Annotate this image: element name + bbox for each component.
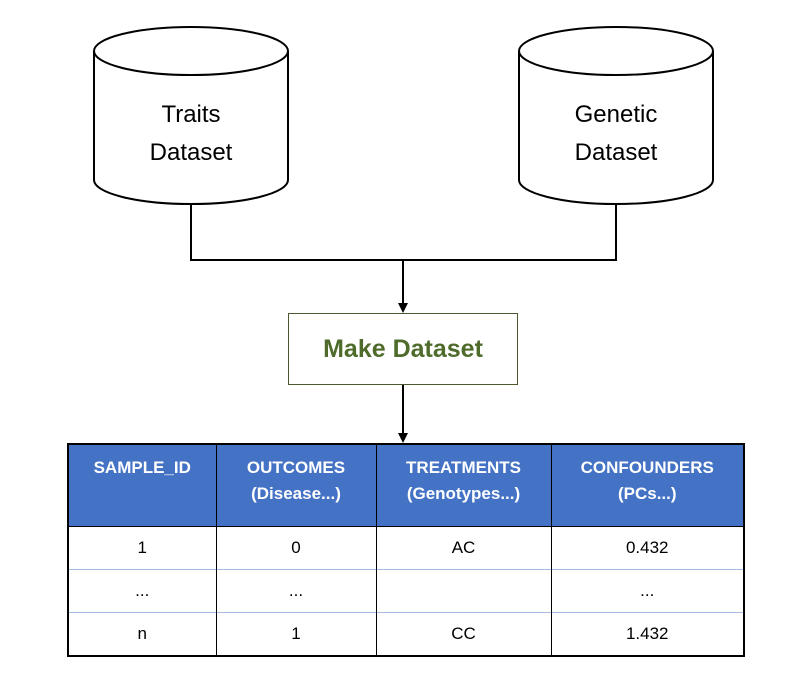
table-cell: 1 [67, 525, 217, 569]
traits-dataset-label: Traits Dataset [96, 96, 286, 172]
traits-dataset-line2: Dataset [149, 139, 233, 166]
header-confounders: CONFOUNDERS (PCs...) [550, 443, 745, 526]
table-cell: CC [375, 611, 552, 657]
header-subline: (Genotypes...) [406, 484, 521, 503]
table-cell: AC [375, 525, 552, 569]
table-cell: 0 [215, 525, 377, 569]
table-cell: 1 [215, 611, 377, 657]
header-outcomes: OUTCOMES (Disease...) [215, 443, 377, 526]
traits-connector [190, 204, 403, 261]
make-dataset-label: Make Dataset [323, 334, 483, 363]
table-cell: ... [215, 568, 377, 612]
genetic-dataset-label: Genetic Dataset [521, 96, 711, 172]
header-treatments: TREATMENTS (Genotypes...) [375, 443, 552, 526]
header-subline: (Disease...) [251, 484, 341, 503]
table-row: 1 0 AC 0.432 [67, 525, 745, 569]
table-cell: ... [67, 568, 217, 612]
header-subline: (PCs...) [617, 484, 677, 503]
table-cell: n [67, 611, 217, 657]
table-cell: 1.432 [550, 611, 745, 657]
table-row: ... ... ... [67, 568, 745, 612]
table-cell [375, 568, 552, 612]
output-dataset-table: SAMPLE_ID OUTCOMES (Disease...) TREATMEN… [67, 443, 745, 657]
genetic-connector [403, 204, 617, 261]
genetic-dataset-cylinder [518, 26, 714, 205]
header-line: OUTCOMES [246, 458, 346, 477]
traits-dataset-cylinder [93, 26, 289, 205]
header-line: CONFOUNDERS [580, 458, 714, 477]
table-cell: 0.432 [550, 525, 745, 569]
header-line: TREATMENTS [406, 458, 521, 477]
table-row: n 1 CC 1.432 [67, 611, 745, 657]
table-cell: ... [550, 568, 745, 612]
genetic-dataset-line1: Genetic [574, 101, 658, 128]
make-dataset-process: Make Dataset [288, 313, 518, 385]
table-header-row: SAMPLE_ID OUTCOMES (Disease...) TREATMEN… [67, 443, 745, 526]
traits-dataset-line1: Traits [161, 101, 221, 128]
header-line: SAMPLE_ID [93, 458, 191, 477]
genetic-dataset-line2: Dataset [574, 139, 658, 166]
header-sample-id: SAMPLE_ID [67, 443, 217, 526]
